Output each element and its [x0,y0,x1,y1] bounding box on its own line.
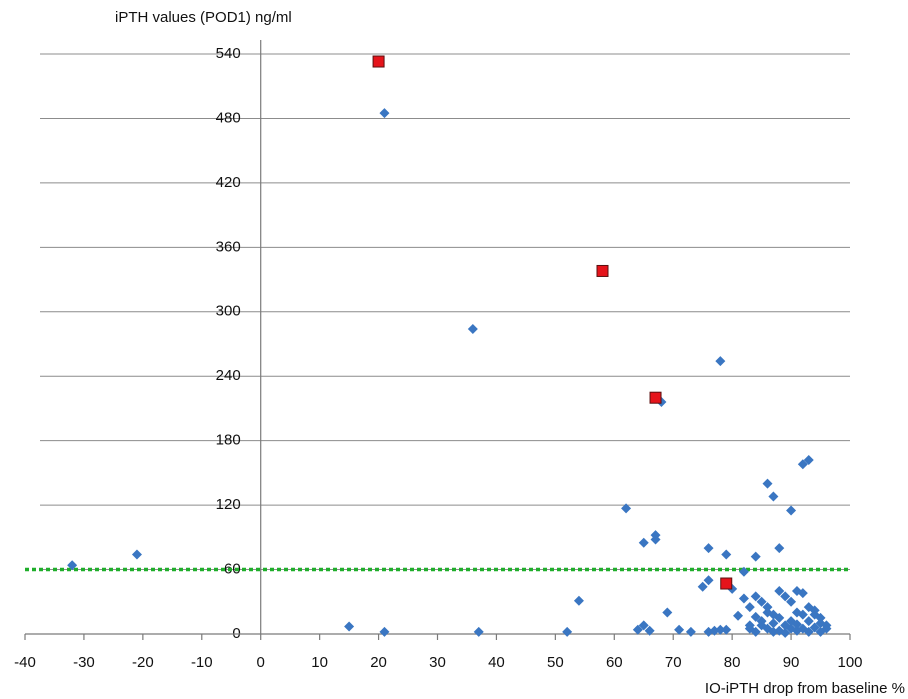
data-point [768,491,779,502]
data-point [674,624,685,635]
data-point [638,537,649,548]
data-point [809,622,820,633]
data-point [467,323,478,334]
data-point [715,356,726,367]
data-point [379,108,390,119]
data-point [803,602,814,613]
data-point [803,455,814,465]
data-point [685,626,696,637]
data-point [774,543,785,554]
y-tick-label: 180 [216,432,241,449]
data-point [803,626,814,637]
data-point [791,586,802,597]
data-point [762,478,773,489]
data-point [797,459,808,470]
x-tick-label: 100 [837,654,862,671]
y-tick-label: 420 [216,174,241,191]
y-tick-label: 60 [224,561,241,578]
data-point [744,602,755,613]
data-point [780,627,791,638]
data-point [756,616,767,627]
data-point [596,264,609,277]
y-axis-title: iPTH values (POD1) ng/ml [115,9,292,26]
data-point [768,618,779,629]
data-point [744,620,755,631]
data-point [379,626,390,637]
data-point [703,543,714,554]
x-tick-label: 40 [488,654,505,671]
data-point [621,503,632,514]
x-tick-label: 80 [724,654,741,671]
data-point [750,626,761,637]
x-tick-label: 30 [429,654,446,671]
data-point [650,534,661,545]
data-point [750,611,761,622]
y-tick-label: 480 [216,109,241,126]
data-point [762,602,773,613]
data-point [738,566,749,577]
data-point [815,626,826,637]
data-point [721,624,732,635]
x-tick-label: -20 [132,654,154,671]
x-tick-label: 60 [606,654,623,671]
y-tick-label: 540 [216,45,241,62]
data-point [372,55,385,68]
x-tick-label: 70 [665,654,682,671]
x-tick-label: 20 [370,654,387,671]
y-tick-label: 300 [216,303,241,320]
data-point [562,626,573,637]
data-point [573,595,584,606]
data-point [780,591,791,602]
data-point [791,619,802,630]
x-tick-label: -10 [191,654,213,671]
data-point [721,549,732,560]
data-point [780,620,791,631]
data-point [473,626,484,637]
data-point [821,620,832,631]
x-tick-label: 50 [547,654,564,671]
data-point [774,586,785,597]
data-point [131,549,142,560]
data-point [809,609,820,620]
data-point [703,575,714,586]
data-point [649,391,662,404]
data-point [803,616,814,627]
data-point [756,596,767,607]
data-point [733,610,744,621]
y-tick-label: 240 [216,367,241,384]
data-point [644,625,655,636]
x-tick-label: -30 [73,654,95,671]
data-point [750,551,761,562]
x-tick-label: 90 [783,654,800,671]
x-tick-label: 10 [311,654,328,671]
x-tick-label: 0 [257,654,265,671]
data-point [786,596,797,607]
data-point [638,620,649,631]
data-point [797,609,808,620]
data-point [768,609,779,620]
y-tick-label: 360 [216,238,241,255]
data-point [67,560,78,571]
data-point [750,591,761,602]
data-point [632,624,643,635]
y-tick-label: 120 [216,496,241,513]
data-point [720,577,733,590]
data-point [344,621,355,632]
x-axis-title: IO-iPTH drop from baseline % [705,680,905,697]
x-tick-label: -40 [14,654,36,671]
data-point [738,593,749,604]
data-point [786,505,797,516]
data-point [697,581,708,592]
data-point [715,624,726,635]
data-point [662,607,673,618]
